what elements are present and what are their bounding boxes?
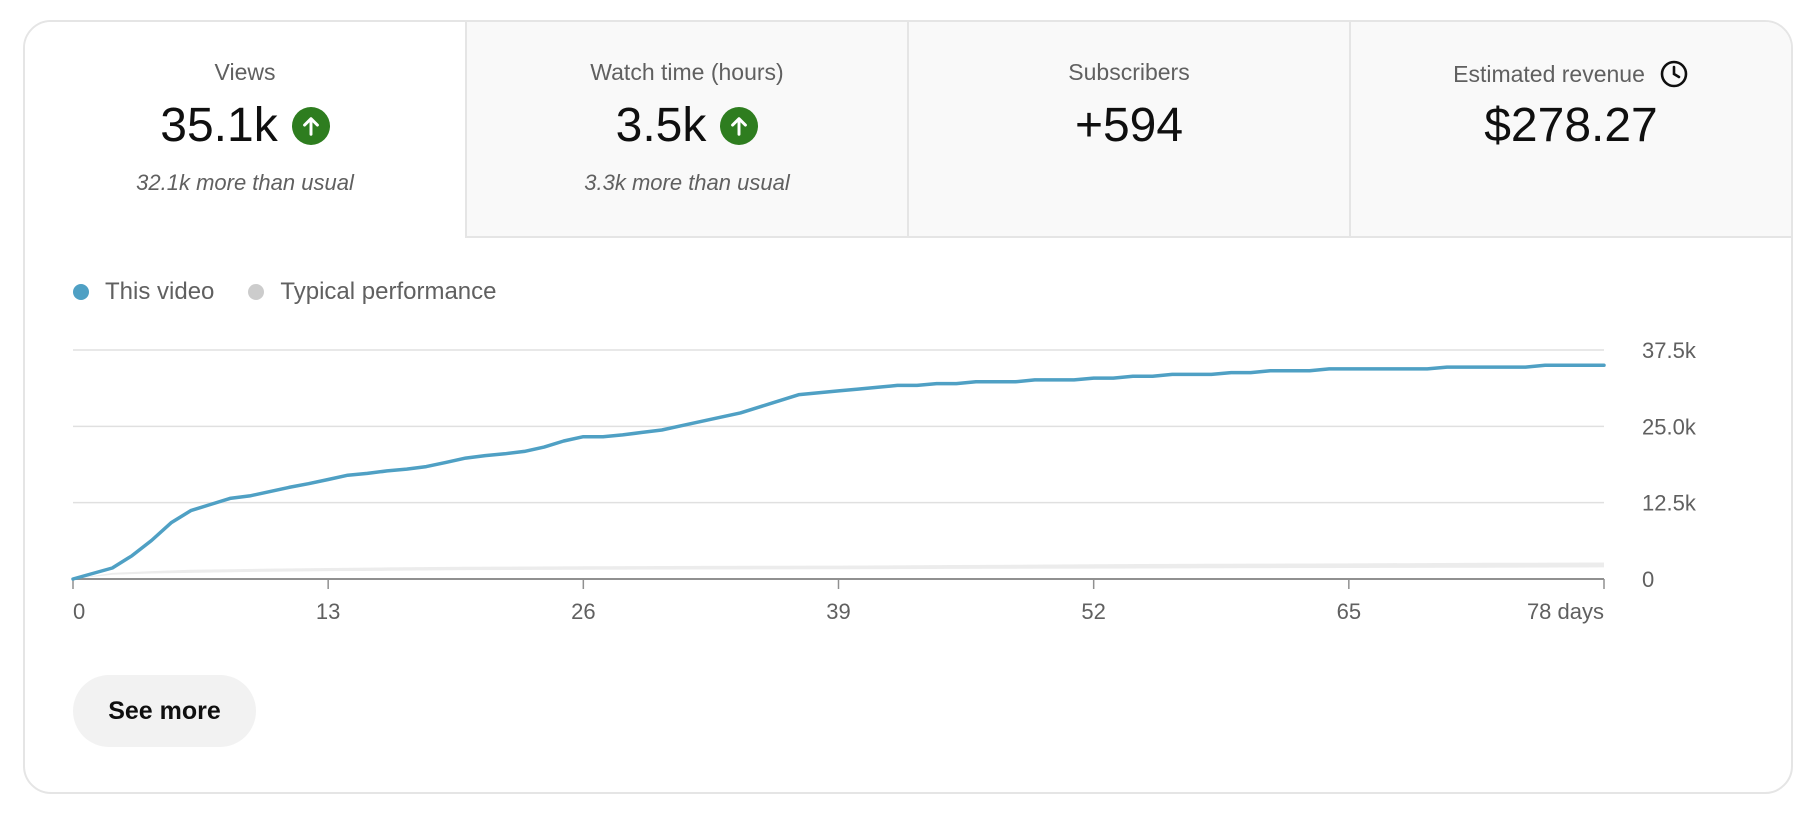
x-tick-label: 65 [1337,599,1361,624]
watch-time-label-text: Watch time (hours) [590,59,784,85]
tab-subscribers-value: +594 [909,98,1349,153]
tab-revenue-value: $278.27 [1351,98,1791,153]
views-label-text: Views [214,59,276,85]
revenue-value-text: $278.27 [1484,99,1658,152]
see-more-button[interactable]: See more [73,675,256,747]
tab-views[interactable]: Views 35.1k 32.1k more than usual [25,22,465,238]
watch-time-comparison-note: 3.3k more than usual [584,170,790,195]
tab-subscribers-label: Subscribers [909,59,1349,86]
subscribers-value-text: +594 [1074,99,1184,152]
tab-views-label: Views [25,59,465,86]
typical-performance-band [73,562,1604,579]
y-tick-label: 12.5k [1642,491,1697,516]
tab-views-value: 35.1k [25,98,465,153]
x-tick-label: 52 [1081,599,1105,624]
views-value-text: 35.1k [160,99,278,152]
x-tick-label: 39 [826,599,850,624]
tab-estimated-revenue[interactable]: Estimated revenue $278.27 [1349,22,1791,238]
x-tick-label: 78 days [1527,599,1604,624]
tab-revenue-label: Estimated revenue [1351,59,1791,89]
subscribers-label-text: Subscribers [1068,59,1190,85]
y-tick-label: 25.0k [1642,414,1697,439]
x-tick-label: 0 [73,599,85,624]
x-tick-label: 13 [316,599,340,624]
watch-time-value-text: 3.5k [615,99,707,152]
views-line-chart: 0 12.5k 25.0k 37.5k 0 13 26 39 52 65 78 days [71,338,1697,624]
legend-typical-label: Typical performance [280,278,497,305]
metric-tabs: Views 35.1k 32.1k more than usual Watch … [25,22,1791,238]
views-comparison-note: 32.1k more than usual [136,170,354,195]
legend-typical: Typical performance [248,278,496,306]
this-video-series-line [71,363,1606,581]
x-tick-label: 26 [571,599,595,624]
tab-watch-time-label: Watch time (hours) [467,59,907,86]
legend-this-video: This video [73,278,214,306]
tab-watch-time-value: 3.5k [467,98,907,153]
legend-this-video-label: This video [105,278,215,305]
legend-typical-dot [248,284,265,300]
y-tick-label: 37.5k [1642,338,1697,363]
legend-this-video-dot [73,284,89,300]
video-performance-card: Views 35.1k 32.1k more than usual Watch … [23,20,1793,794]
y-tick-label: 0 [1642,567,1654,592]
revenue-label-text: Estimated revenue [1453,60,1645,87]
arrow-up-icon [720,106,759,145]
chart-legend: This video Typical performance [73,278,530,306]
tab-watch-time[interactable]: Watch time (hours) 3.5k 3.3k more than u… [465,22,907,238]
clock-icon [1659,59,1689,89]
tab-subscribers[interactable]: Subscribers +594 [907,22,1349,238]
arrow-up-icon [291,106,330,145]
